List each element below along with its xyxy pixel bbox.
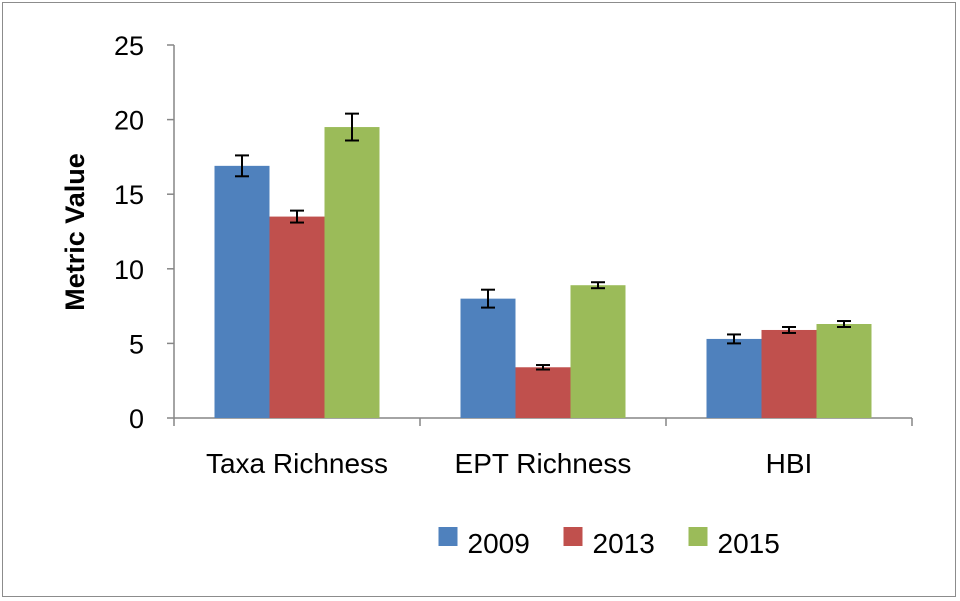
bar-2015-hbi bbox=[816, 324, 872, 418]
error-bar bbox=[727, 333, 741, 345]
error-bar bbox=[235, 154, 249, 178]
bar-2015-taxa-richness bbox=[324, 127, 380, 418]
legend-swatch bbox=[438, 527, 458, 546]
bar-2013-ept-richness bbox=[515, 367, 571, 418]
error-bar bbox=[481, 288, 495, 309]
y-tick-label: 5 bbox=[129, 329, 144, 359]
y-tick-label: 25 bbox=[114, 31, 144, 61]
error-bar bbox=[782, 325, 796, 334]
legend-item-2009: 2009 bbox=[438, 527, 530, 559]
error-bar bbox=[837, 320, 851, 328]
error-bars bbox=[235, 112, 851, 371]
y-tick-label: 15 bbox=[114, 180, 144, 210]
x-category-label: EPT Richness bbox=[455, 448, 632, 479]
y-axis-label: Metric Value bbox=[60, 153, 90, 311]
error-bar bbox=[536, 364, 550, 371]
bars bbox=[214, 127, 872, 418]
legend-item-2013: 2013 bbox=[563, 527, 655, 559]
legend-item-2015: 2015 bbox=[688, 527, 780, 559]
y-tick-label: 0 bbox=[129, 404, 144, 434]
legend-label: 2013 bbox=[593, 528, 655, 559]
error-bar bbox=[591, 281, 605, 290]
bar-2015-ept-richness bbox=[570, 285, 626, 418]
bar-2009-hbi bbox=[706, 338, 762, 418]
y-tick-label: 10 bbox=[114, 255, 144, 285]
bar-2013-hbi bbox=[761, 329, 817, 418]
bar-2009-ept-richness bbox=[460, 298, 516, 418]
error-bar bbox=[345, 112, 359, 142]
legend-label: 2009 bbox=[468, 528, 530, 559]
axis-labels: 0 5 10 15 20 25 Taxa Richness EPT Richness HBI bbox=[114, 31, 812, 479]
error-bar bbox=[290, 209, 304, 224]
legend: 2009 2013 2015 bbox=[438, 527, 780, 559]
legend-swatch bbox=[688, 527, 708, 546]
bar-2013-taxa-richness bbox=[269, 216, 325, 418]
legend-label: 2015 bbox=[718, 528, 780, 559]
y-tick-label: 20 bbox=[114, 106, 144, 136]
legend-swatch bbox=[563, 527, 583, 546]
bar-2009-taxa-richness bbox=[214, 165, 270, 418]
x-category-label: Taxa Richness bbox=[206, 448, 388, 479]
x-category-label: HBI bbox=[766, 448, 813, 479]
